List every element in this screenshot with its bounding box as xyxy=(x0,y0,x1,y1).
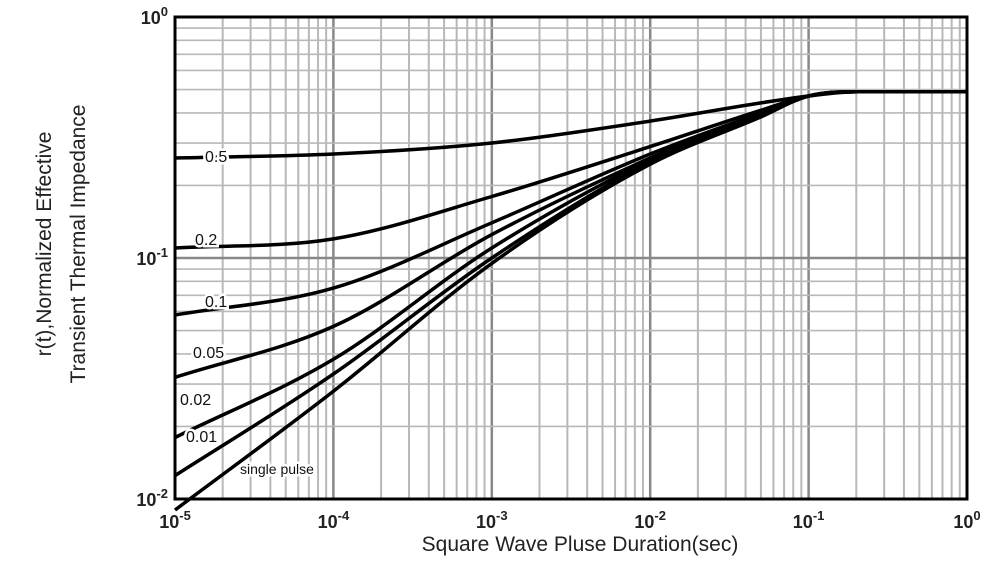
x-tick-label: 10-5 xyxy=(159,508,191,532)
series-label: single pulse xyxy=(240,461,314,477)
series-label: 0.1 xyxy=(205,294,227,311)
x-tick-label: 10-2 xyxy=(634,508,666,532)
y-axis-label-line-2: Transient Thermal Impedance xyxy=(67,104,90,384)
plot-frame xyxy=(173,15,969,501)
series-line xyxy=(174,89,967,250)
x-axis-label: Square Wave Pluse Duration(sec) xyxy=(421,533,739,556)
tick-labels: 10-5 10-4 10-3 10-2 10-1 100 10-2 10-1 100 xyxy=(136,4,980,532)
x-tick-label: 10-1 xyxy=(793,508,825,532)
x-tick-label: 10-3 xyxy=(476,508,508,532)
y-tick-label: 10-2 xyxy=(136,486,168,510)
series-labels: 0.5 0.2 0.1 0.05 0.02 0.01 single pulse xyxy=(178,147,317,480)
grid-lines xyxy=(173,17,967,501)
series-label: 0.01 xyxy=(186,429,217,446)
series-label: 0.2 xyxy=(195,232,217,249)
series-lines xyxy=(173,89,967,512)
series-label: 0.5 xyxy=(205,149,227,166)
x-tick-label: 10-4 xyxy=(318,508,350,532)
series-label: 0.05 xyxy=(193,345,224,362)
x-tick-label: 100 xyxy=(953,508,980,532)
y-axis-label-line-1: r(t),Normalized Effective xyxy=(33,131,56,357)
series-label: 0.02 xyxy=(180,392,211,409)
y-tick-label: 10-1 xyxy=(136,245,168,269)
y-tick-label: 100 xyxy=(141,4,168,28)
series-line xyxy=(173,89,967,512)
series-line xyxy=(174,89,967,478)
series-line xyxy=(174,89,967,160)
